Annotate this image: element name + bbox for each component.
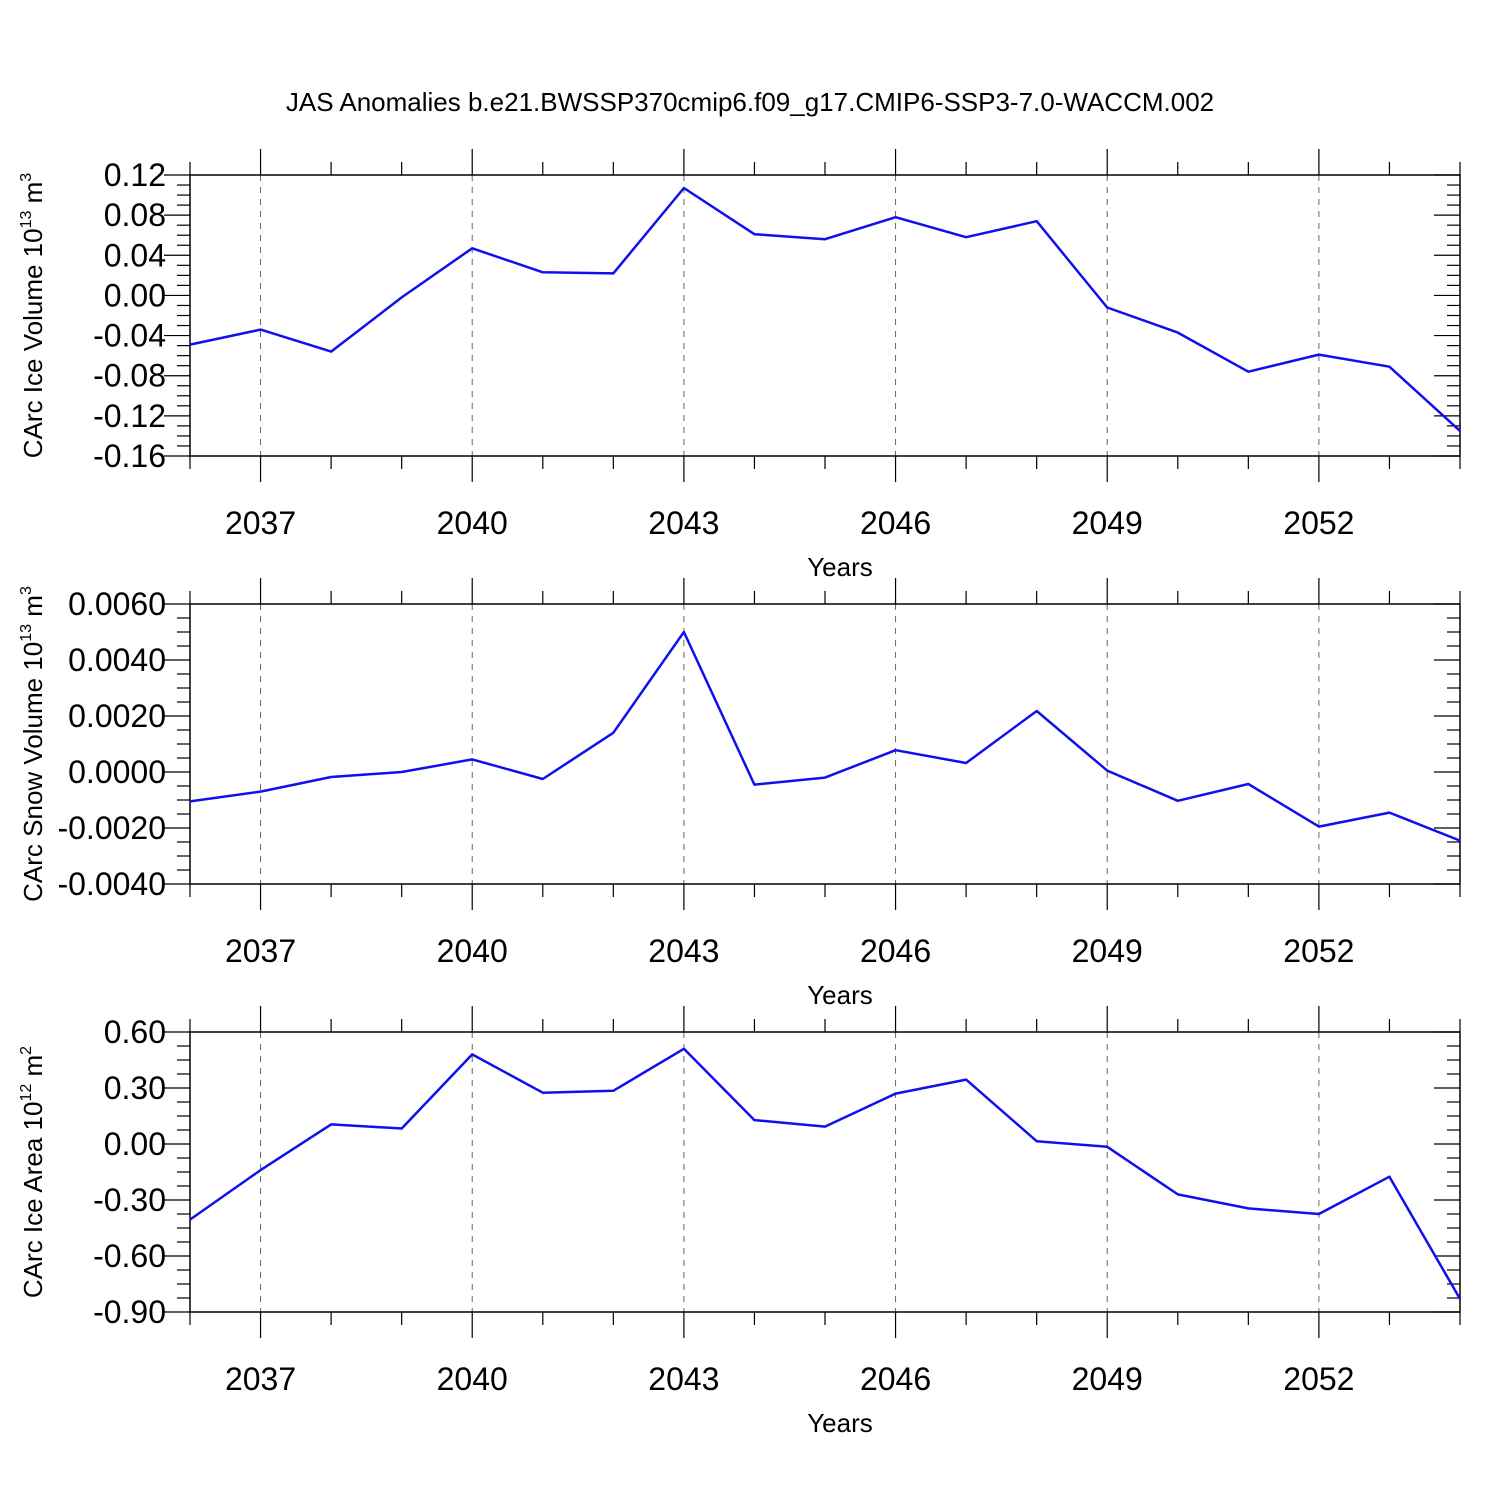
y-tick-label: 0.30 xyxy=(104,1070,166,1106)
y-tick-label: 0.0060 xyxy=(68,586,166,622)
y-axis-title: CArc Ice Area 1012 m2 xyxy=(18,1046,48,1298)
x-axis-title: Years xyxy=(807,1408,873,1438)
x-tick-label: 2052 xyxy=(1283,1361,1354,1397)
x-tick-label: 2037 xyxy=(225,505,296,541)
x-tick-label: 2040 xyxy=(437,933,508,969)
x-tick-label: 2043 xyxy=(648,505,719,541)
x-tick-label: 2037 xyxy=(225,933,296,969)
y-tick-label: -0.12 xyxy=(93,398,166,434)
y-tick-label: 0.60 xyxy=(104,1014,166,1050)
x-tick-label: 2043 xyxy=(648,1361,719,1397)
y-tick-label: 0.0000 xyxy=(68,754,166,790)
x-tick-label: 2049 xyxy=(1072,1361,1143,1397)
y-tick-label: 0.04 xyxy=(104,237,166,273)
y-tick-label: -0.0020 xyxy=(57,810,166,846)
x-tick-label: 2046 xyxy=(860,1361,931,1397)
series-line xyxy=(189,186,1461,432)
x-tick-label: 2049 xyxy=(1072,505,1143,541)
y-tick-label: 0.12 xyxy=(104,157,166,193)
panel-ice-area: 0.60 0.30 0.00 -0.30 -0.60 -0.90 2037 2040 2043 2… xyxy=(18,1006,1462,1438)
x-tick-label: 2046 xyxy=(860,505,931,541)
series-line xyxy=(189,630,1461,842)
x-tick-label: 2040 xyxy=(437,1361,508,1397)
x-tick-label: 2052 xyxy=(1283,933,1354,969)
y-tick-label: 0.00 xyxy=(104,1126,166,1162)
y-tick-label: -0.90 xyxy=(93,1294,166,1330)
figure-title: JAS Anomalies b.e21.BWSSP370cmip6.f09_g1… xyxy=(286,87,1214,117)
x-tick-label: 2043 xyxy=(648,933,719,969)
y-tick-label: 0.0020 xyxy=(68,698,166,734)
y-tick-label: -0.16 xyxy=(93,438,166,474)
x-axis-title: Years xyxy=(807,552,873,582)
y-axis-title: CArc Ice Volume 1013 m3 xyxy=(18,173,48,458)
x-tick-label: 2049 xyxy=(1072,933,1143,969)
plot-frame xyxy=(189,603,1461,885)
y-tick-label: -0.0040 xyxy=(57,866,166,902)
x-tick-label: 2040 xyxy=(437,505,508,541)
y-tick-label: 0.08 xyxy=(104,197,166,233)
plot-frame xyxy=(189,174,1461,457)
series-line xyxy=(189,1047,1462,1300)
y-tick-label: -0.08 xyxy=(93,358,166,394)
x-tick-label: 2037 xyxy=(225,1361,296,1397)
panel-ice-volume: 0.12 0.08 0.04 0.00 -0.04 -0.08 -0.12 -0.16 2037… xyxy=(18,149,1461,582)
y-tick-label: 0.00 xyxy=(104,277,166,313)
panel-snow-volume: 0.0060 0.0040 0.0020 0.0000 -0.0020 -0.0040 20… xyxy=(18,578,1461,1010)
y-tick-label: 0.0040 xyxy=(68,642,166,678)
y-axis-title: CArc Snow Volume 1013 m3 xyxy=(18,586,48,902)
x-tick-label: 2046 xyxy=(860,933,931,969)
y-tick-label: -0.04 xyxy=(93,318,166,354)
y-tick-label: -0.60 xyxy=(93,1238,166,1274)
x-tick-label: 2052 xyxy=(1283,505,1354,541)
plot-frame xyxy=(189,1031,1461,1313)
x-axis-title: Years xyxy=(807,980,873,1010)
y-tick-label: -0.30 xyxy=(93,1182,166,1218)
